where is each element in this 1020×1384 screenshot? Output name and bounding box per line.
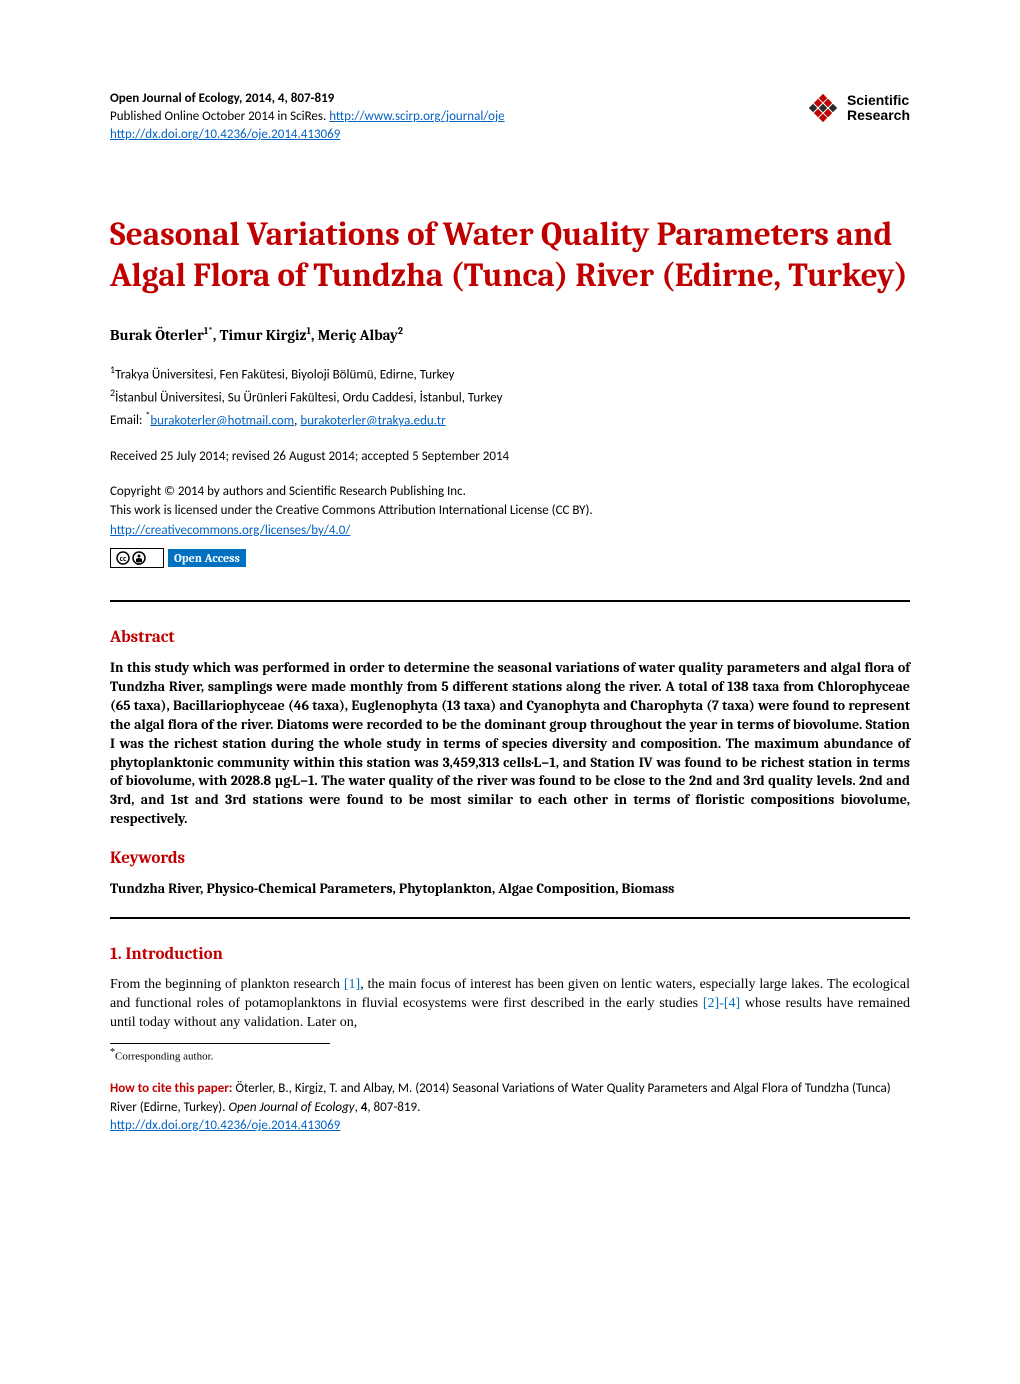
paper-title: Seasonal Variations of Water Quality Par… [110, 215, 910, 298]
copyright-line-1: Copyright © 2014 by authors and Scientif… [110, 482, 910, 502]
svg-text:cc: cc [120, 554, 127, 564]
corresponding-author-footnote: *Corresponding author. [110, 1047, 910, 1063]
logo-text-2: Research [847, 108, 910, 123]
copyright-line-2: This work is licensed under the Creative… [110, 501, 910, 521]
scirp-logo-icon [805, 90, 841, 126]
affiliations: 1Trakya Üniversitesi, Fen Fakütesi, Biyo… [110, 362, 910, 430]
keywords-heading: Keywords [110, 849, 910, 868]
journal-citation: Open Journal of Ecology, 2014, 4, 807-81… [110, 90, 910, 108]
affiliation-2: 2İstanbul Üniversitesi, Su Ürünleri Fakü… [110, 385, 910, 408]
divider-bottom [110, 917, 910, 919]
header-block: Open Journal of Ecology, 2014, 4, 807-81… [110, 90, 910, 145]
email-2[interactable]: burakoterler@trakya.edu.tr [300, 413, 445, 428]
keywords-text: Tundzha River, Physico-Chemical Paramete… [110, 880, 910, 897]
citation-ref-1[interactable]: [1] [344, 977, 360, 992]
citation-ref-2[interactable]: [2]-[4] [703, 996, 740, 1011]
logo-text: Scientific Research [847, 93, 910, 124]
abstract-heading: Abstract [110, 628, 910, 647]
doi-link[interactable]: http://dx.doi.org/10.4236/oje.2014.41306… [110, 127, 340, 142]
citation-box: How to cite this paper: Öterler, B., Kir… [110, 1080, 910, 1135]
cite-label: How to cite this paper: [110, 1081, 232, 1096]
email-line: Email: *burakoterler@hotmail.com, burako… [110, 408, 910, 431]
email-prefix: Email: * [110, 413, 150, 428]
abstract-text: In this study which was performed in ord… [110, 659, 910, 829]
license-badges: cc BY Open Access [110, 548, 910, 568]
journal-url-link[interactable]: http://www.scirp.org/journal/oje [329, 109, 504, 124]
authors-line: Burak Öterler1*, Timur Kirgiz1, Meriç Al… [110, 325, 910, 344]
copyright-block: Copyright © 2014 by authors and Scientif… [110, 482, 910, 541]
introduction-paragraph: From the beginning of plankton research … [110, 976, 910, 1033]
cite-journal: Open Journal of Ecology [228, 1100, 354, 1115]
publisher-logo: Scientific Research [805, 90, 910, 126]
cite-doi-link[interactable]: http://dx.doi.org/10.4236/oje.2014.41306… [110, 1118, 340, 1133]
doi-line: http://dx.doi.org/10.4236/oje.2014.41306… [110, 126, 910, 144]
affiliation-1: 1Trakya Üniversitesi, Fen Fakütesi, Biyo… [110, 362, 910, 385]
journal-meta: Open Journal of Ecology, 2014, 4, 807-81… [110, 90, 910, 145]
license-link[interactable]: http://creativecommons.org/licenses/by/4… [110, 523, 350, 538]
published-prefix: Published Online October 2014 in SciRes. [110, 109, 329, 124]
published-line: Published Online October 2014 in SciRes.… [110, 108, 910, 126]
cite-vol: , 4, 807-819. [355, 1100, 421, 1115]
introduction-heading: 1. Introduction [110, 945, 910, 964]
logo-text-1: Scientific [847, 93, 910, 108]
open-access-badge: Open Access [168, 549, 246, 567]
dates-line: Received 25 July 2014; revised 26 August… [110, 449, 910, 464]
divider-top [110, 600, 910, 602]
cc-badge-icon: cc BY [110, 548, 164, 568]
intro-text-1a: From the beginning of plankton research [110, 977, 344, 992]
footnote-rule [110, 1043, 330, 1044]
email-1[interactable]: burakoterler@hotmail.com [150, 413, 294, 428]
